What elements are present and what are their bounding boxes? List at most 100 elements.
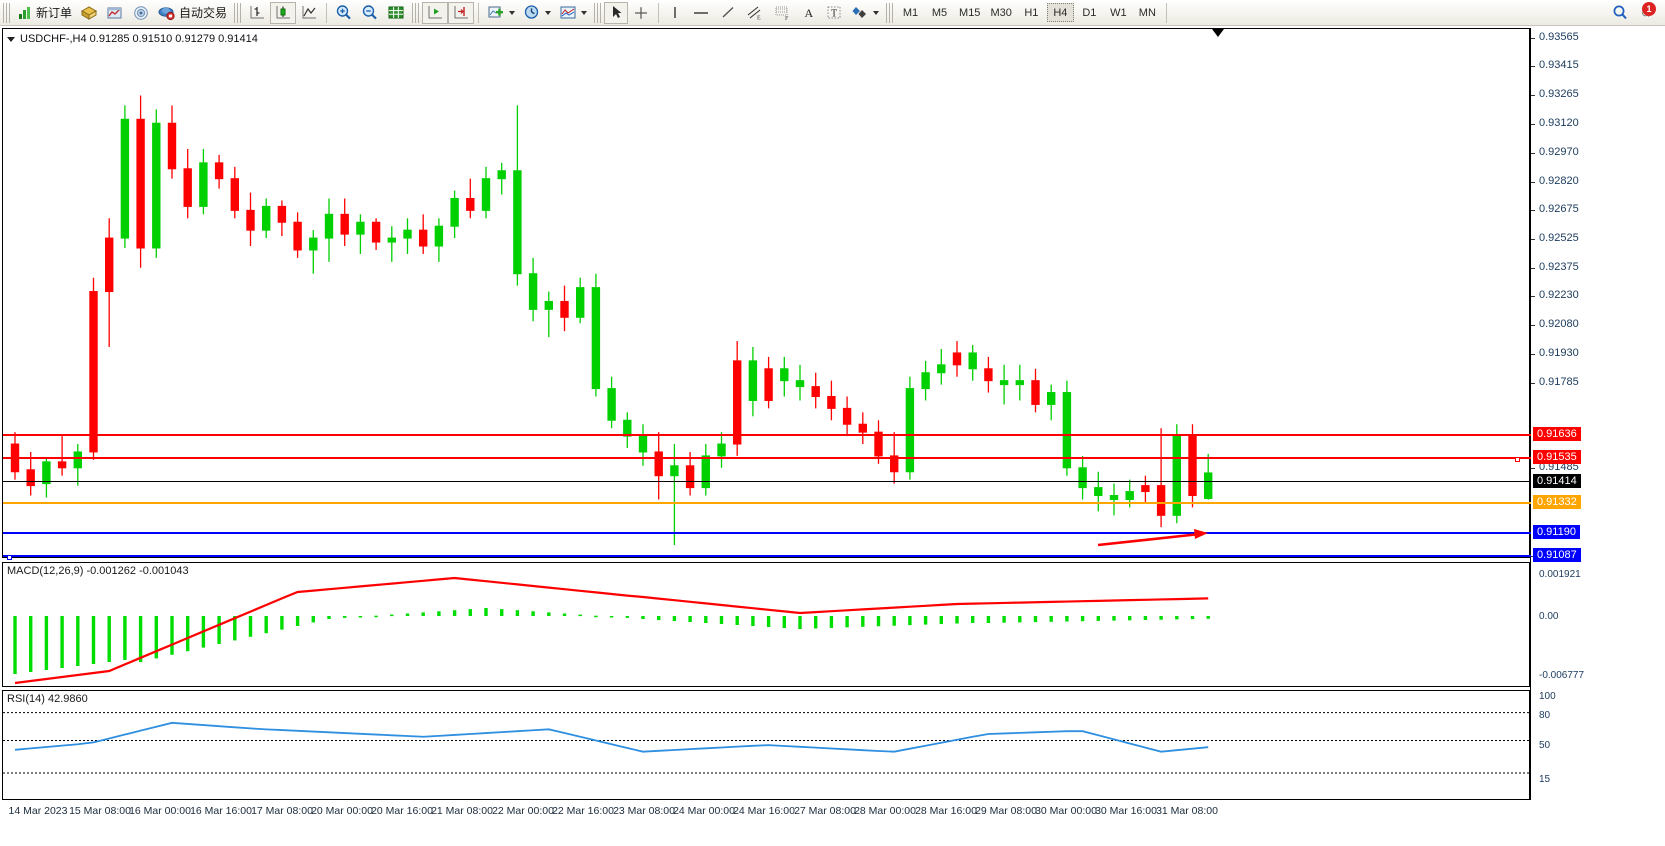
time-axis-label: 22 Mar 00:00 <box>492 805 554 817</box>
rsi-label: RSI(14) 42.9860 <box>7 693 88 705</box>
text-button[interactable]: A <box>797 2 821 24</box>
new-order-button[interactable]: 新订单 <box>13 2 76 24</box>
search-button[interactable] <box>1607 2 1633 24</box>
level-line-current[interactable] <box>3 481 1531 482</box>
horizontal-line-button[interactable] <box>687 2 715 24</box>
level-line-blue-2[interactable] <box>3 555 1531 560</box>
support-level-tag[interactable]: 0.91332 <box>1533 495 1581 509</box>
equidistant-channel-icon: E <box>747 6 761 21</box>
fibonacci-button[interactable]: F <box>769 2 797 24</box>
notification-button[interactable]: 1 <box>1637 1 1656 22</box>
crosshair-button[interactable] <box>628 2 654 24</box>
auto-trading-icon <box>158 6 175 20</box>
chart-shift-button[interactable] <box>422 1 449 24</box>
time-axis-label: 21 Mar 08:00 <box>431 805 493 817</box>
level-handle-2[interactable] <box>7 555 12 560</box>
chart-area[interactable]: USDCHF-,H4 0.91285 0.91510 0.91279 0.914… <box>0 26 1665 846</box>
rsi-panel[interactable]: RSI(14) 42.9860 <box>2 690 1530 800</box>
period-dropdown-caret[interactable] <box>545 10 552 15</box>
indicators-button[interactable] <box>555 2 591 24</box>
timeframe-m1[interactable]: M1 <box>902 7 919 19</box>
chart-menu-caret[interactable] <box>7 36 15 42</box>
data-window-button[interactable] <box>76 2 102 24</box>
time-axis-label: 29 Mar 08:00 <box>975 805 1037 817</box>
candle-chart-icon <box>276 6 291 19</box>
price-chart-panel[interactable]: USDCHF-,H4 0.91285 0.91510 0.91279 0.914… <box>2 28 1531 560</box>
zoom-in-icon <box>336 5 351 20</box>
macd-panel[interactable]: MACD(12,26,9) -0.001262 -0.001043 <box>2 562 1530 687</box>
market-watch-button[interactable] <box>102 2 128 24</box>
time-axis-label: 15 Mar 08:00 <box>69 805 131 817</box>
resistance-level-tag[interactable]: 0.91636 <box>1533 427 1581 441</box>
price-tick: 0.92375 <box>1531 261 1579 273</box>
text-label-button[interactable]: T <box>821 2 847 24</box>
period-icon <box>524 5 539 19</box>
templates-dropdown-caret[interactable] <box>509 10 516 15</box>
price-tick: 0.91785 <box>1531 376 1579 388</box>
auto-trading-button[interactable]: 自动交易 <box>154 2 231 24</box>
red-arrow-annotation[interactable] <box>1096 528 1216 552</box>
blue-level-tag-2[interactable]: 0.91087 <box>1533 548 1581 562</box>
vertical-line-button[interactable] <box>663 2 687 24</box>
timeframe-m5[interactable]: M5 <box>931 7 948 19</box>
toolbar-grip[interactable] <box>3 2 10 23</box>
zoom-in-button[interactable] <box>331 2 357 24</box>
shapes-button[interactable] <box>847 2 883 24</box>
price-tick: 0.93265 <box>1531 88 1579 100</box>
time-axis-label: 23 Mar 08:00 <box>613 805 675 817</box>
timeframe-d1[interactable]: D1 <box>1082 7 1097 19</box>
timeframe-m15[interactable]: M15 <box>959 7 981 19</box>
price-tick: 0.92230 <box>1531 289 1579 301</box>
time-axis[interactable]: 14 Mar 2023 15 Mar 08:00 16 Mar 00:00 16 Ma… <box>2 802 1530 822</box>
indicators-dropdown-caret[interactable] <box>581 10 588 15</box>
level-line-support[interactable] <box>3 502 1531 504</box>
level-line-blue-1[interactable] <box>3 532 1531 534</box>
svg-text:T: T <box>831 9 837 20</box>
toolbar-grip-3[interactable] <box>412 2 420 23</box>
navigator-button[interactable] <box>128 2 154 24</box>
chart-shift-icon <box>428 6 443 19</box>
chart-grid-button[interactable] <box>383 2 409 24</box>
time-axis-label: 24 Mar 16:00 <box>733 805 795 817</box>
price-tick: 0.92970 <box>1531 146 1579 158</box>
level-line-resistance-2[interactable] <box>3 457 1531 462</box>
toolbar-grip-5[interactable] <box>886 2 894 23</box>
trendline-button[interactable] <box>715 2 741 24</box>
auto-scroll-button[interactable] <box>448 1 475 24</box>
chart-title-text: USDCHF-,H4 0.91285 0.91510 0.91279 0.914… <box>20 33 258 45</box>
level-line-resistance-1[interactable] <box>3 434 1531 436</box>
auto-scroll-icon <box>454 6 469 19</box>
new-order-label: 新订单 <box>36 6 73 20</box>
macd-axis-tick: 0.00 <box>1539 611 1559 622</box>
timeframe-w1[interactable]: W1 <box>1110 7 1127 19</box>
bar-chart-button[interactable] <box>244 2 270 24</box>
toolbar-grip-2[interactable] <box>234 2 242 23</box>
timeframe-mn[interactable]: MN <box>1138 7 1156 19</box>
timeframe-h4[interactable]: H4 <box>1046 3 1074 22</box>
cursor-icon <box>613 6 622 18</box>
time-axis-label: 30 Mar 16:00 <box>1095 805 1157 817</box>
market-watch-icon <box>107 7 122 18</box>
price-tick: 0.93415 <box>1531 59 1579 71</box>
shapes-dropdown-caret[interactable] <box>873 10 880 15</box>
templates-button[interactable] <box>483 2 519 24</box>
equidistant-channel-button[interactable]: E <box>741 2 769 24</box>
toolbar-divider-4 <box>1165 2 1167 23</box>
level-handle[interactable] <box>1515 457 1520 462</box>
resistance-level-tag-2[interactable]: 0.91535 <box>1533 450 1581 464</box>
zoom-out-button[interactable] <box>357 2 383 24</box>
timeframe-m30[interactable]: M30 <box>990 7 1012 19</box>
price-tick: 0.93120 <box>1531 117 1579 129</box>
timeframe-h1[interactable]: H1 <box>1024 7 1039 19</box>
navigator-icon <box>134 5 148 20</box>
candle-chart-button[interactable] <box>270 1 297 24</box>
line-chart-button[interactable] <box>296 2 322 24</box>
cursor-button[interactable] <box>604 1 629 24</box>
price-axis[interactable]: 0.93565 0.93415 0.93265 0.93120 0.92970 … <box>1530 28 1663 800</box>
time-axis-label: 27 Mar 08:00 <box>794 805 856 817</box>
period-button[interactable] <box>519 2 555 24</box>
main-toolbar: 新订单 <box>0 0 1665 26</box>
blue-level-tag[interactable]: 0.91190 <box>1533 525 1580 539</box>
toolbar-grip-4[interactable] <box>594 2 602 23</box>
current-price-tag[interactable]: 0.91414 <box>1533 474 1581 488</box>
